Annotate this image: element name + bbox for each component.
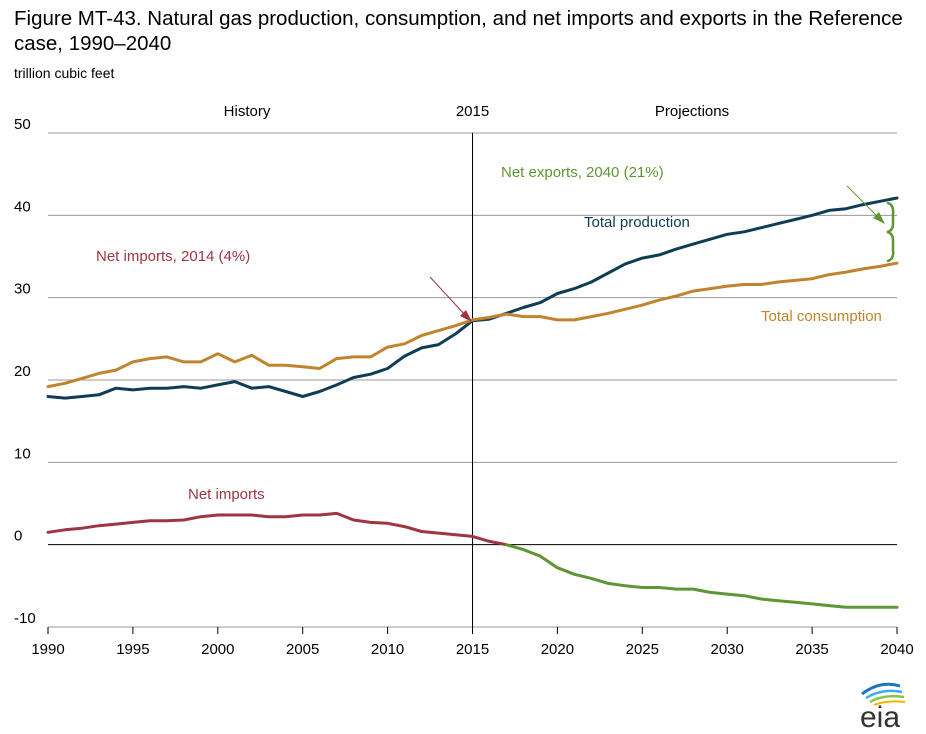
y-tick-label: -10: [14, 610, 36, 627]
logo-arc-icon: [865, 689, 903, 700]
annotation-total-production: Total production: [584, 214, 690, 231]
y-tick-labels: 50 40 30 20 10 0 -10: [14, 116, 36, 627]
y-axis-unit-label: trillion cubic feet: [14, 65, 115, 81]
y-tick-label: 0: [14, 528, 22, 545]
logo-arc-icon: [873, 700, 906, 706]
logo-text: eia: [860, 701, 900, 734]
series-line-imports: [46, 511, 508, 547]
annotation-net-imports: Net imports: [188, 486, 265, 503]
y-tick-label: 50: [14, 116, 31, 133]
x-tick-label: 2010: [371, 641, 404, 658]
net-imports-2014-arrowhead-icon: [460, 310, 472, 322]
x-tick-label: 2000: [201, 641, 234, 658]
logo-arc-icon: [861, 682, 901, 696]
projections-label: Projections: [655, 103, 729, 120]
logo-arc-icon: [869, 694, 905, 704]
series-line-consumption: [46, 261, 899, 389]
annotation-total-consumption: Total consumption: [761, 308, 882, 325]
net-exports-2040-arrow: [846, 185, 880, 219]
x-tick-label: 2005: [286, 641, 319, 658]
x-tick-label: 2015: [456, 641, 489, 658]
annotation-net-exports-2040: Net exports, 2040 (21%): [501, 164, 664, 181]
x-tick-label: 2030: [711, 641, 744, 658]
data-series: [46, 196, 899, 609]
x-tick-label: 2025: [626, 641, 659, 658]
chart-title: Figure MT-43. Natural gas production, co…: [14, 7, 903, 55]
x-tick-label: 2035: [795, 641, 828, 658]
x-tick-label: 1995: [116, 641, 149, 658]
y-tick-label: 20: [14, 363, 31, 380]
x-tick-label: 2020: [541, 641, 574, 658]
y-tick-label: 30: [14, 281, 31, 298]
eia-logo: eia: [860, 682, 906, 734]
annotation-net-imports-2014: Net imports, 2014 (4%): [96, 248, 250, 265]
x-tick-label: 1990: [31, 641, 64, 658]
divider-year-label: 2015: [456, 103, 489, 120]
y-tick-label: 40: [14, 198, 31, 215]
net-exports-2040-brace-icon: [886, 201, 895, 263]
x-tick-label: 2040: [880, 641, 913, 658]
y-tick-label: 10: [14, 445, 31, 462]
x-tick-labels: 1990 1995 2000 2005 2010 2015 2020 2025 2030 2035…: [31, 627, 914, 658]
net-imports-2014-arrow: [429, 276, 467, 317]
series-line-exports: [505, 543, 899, 609]
history-label: History: [224, 103, 271, 120]
net-exports-2040-arrowhead-icon: [873, 212, 885, 224]
